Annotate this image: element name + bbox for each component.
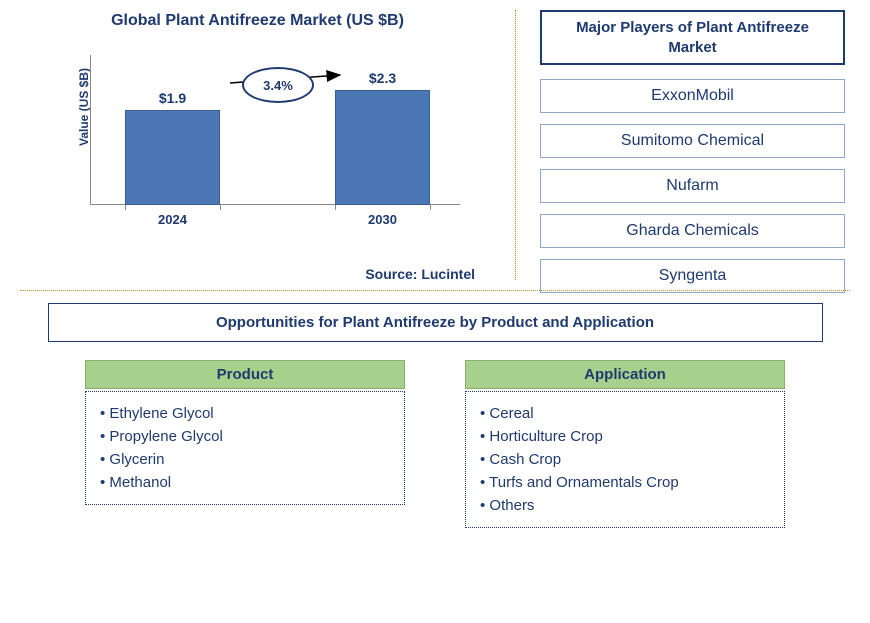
application-column: Application • Cereal• Horticulture Crop•… <box>465 360 785 528</box>
opportunities-title: Opportunities for Plant Antifreeze by Pr… <box>48 303 823 342</box>
product-list: • Ethylene Glycol• Propylene Glycol• Gly… <box>85 391 405 505</box>
y-axis-label: Value (US $B) <box>77 68 91 146</box>
bar-chart: $1.9 2024 $2.3 2030 3.4% <box>90 55 460 215</box>
players-list: ExxonMobil Sumitomo Chemical Nufarm Gharda … <box>540 79 845 293</box>
player-box: Gharda Chemicals <box>540 214 845 248</box>
list-item: • Ethylene Glycol <box>100 402 390 425</box>
player-box: Nufarm <box>540 169 845 203</box>
chart-title: Global Plant Antifreeze Market (US $B) <box>20 12 495 30</box>
cagr-badge: 3.4% <box>242 67 314 103</box>
product-column: Product • Ethylene Glycol• Propylene Gly… <box>85 360 405 528</box>
list-item: • Others <box>480 494 770 517</box>
player-box: Syngenta <box>540 259 845 293</box>
list-item: • Turfs and Ornamentals Crop <box>480 471 770 494</box>
list-item: • Propylene Glycol <box>100 425 390 448</box>
list-item: • Horticulture Crop <box>480 425 770 448</box>
player-box: Sumitomo Chemical <box>540 124 845 158</box>
application-header: Application <box>465 360 785 389</box>
top-section: Global Plant Antifreeze Market (US $B) V… <box>0 0 870 290</box>
cagr-value: 3.4% <box>263 78 293 93</box>
list-item: • Glycerin <box>100 448 390 471</box>
list-item: • Methanol <box>100 471 390 494</box>
opportunities-section: Opportunities for Plant Antifreeze by Pr… <box>0 291 870 540</box>
source-label: Source: Lucintel <box>0 266 475 282</box>
player-box: ExxonMobil <box>540 79 845 113</box>
players-title: Major Players of Plant Antifreeze Market <box>540 10 845 65</box>
vertical-divider <box>515 10 516 280</box>
list-item: • Cash Crop <box>480 448 770 471</box>
players-panel: Major Players of Plant Antifreeze Market… <box>515 0 870 290</box>
list-item: • Cereal <box>480 402 770 425</box>
opportunities-columns: Product • Ethylene Glycol• Propylene Gly… <box>25 360 845 528</box>
product-header: Product <box>85 360 405 389</box>
chart-panel: Global Plant Antifreeze Market (US $B) V… <box>0 0 515 290</box>
application-list: • Cereal• Horticulture Crop• Cash Crop• … <box>465 391 785 528</box>
